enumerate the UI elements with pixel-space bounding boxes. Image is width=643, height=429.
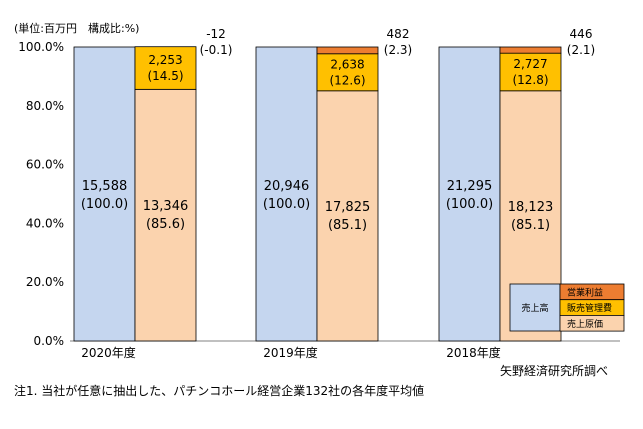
label-cogs-share: (85.6) — [146, 217, 185, 232]
bar-operating-profit — [499, 46, 562, 54]
label-operating-profit-share: (-0.1) — [200, 43, 233, 57]
label-revenue-share: (100.0) — [446, 197, 493, 212]
x-tick-label: 2018年度 — [446, 345, 501, 360]
data-labels: 15,588 (100.0) 13,346 (85.6) 2,253 (14.5) -12 (… — [81, 27, 595, 233]
label-sga-value: 2,727 — [513, 57, 547, 71]
label-cogs-share: (85.1) — [328, 218, 367, 233]
bar-sga — [134, 46, 197, 90]
legend-cogs-swatch — [559, 314, 625, 332]
legend-cogs-label: 売上原価 — [567, 318, 603, 330]
bar-sga — [316, 53, 379, 92]
label-sga-value: 2,253 — [148, 53, 182, 67]
bar-revenue — [255, 46, 318, 342]
label-operating-profit-value: 446 — [570, 27, 593, 41]
y-tick-label: 100.0% — [18, 40, 64, 54]
legend-operating-profit-label: 営業利益 — [567, 287, 603, 299]
label-sga-share: (12.6) — [329, 73, 365, 87]
label-operating-profit-value: 482 — [387, 27, 410, 41]
label-revenue-share: (100.0) — [263, 197, 310, 212]
label-revenue-value: 21,295 — [447, 179, 493, 194]
bar-sga — [499, 52, 562, 92]
legend-revenue-label: 売上高 — [521, 302, 548, 314]
label-operating-profit-share: (2.1) — [567, 43, 595, 57]
x-tick-label: 2019年度 — [263, 345, 318, 360]
y-tick-label: 60.0% — [26, 158, 64, 172]
source-note: 矢野経済研究所調べ — [500, 363, 608, 378]
y-tick-label: 80.0% — [26, 99, 64, 113]
label-cogs-value: 17,825 — [325, 200, 371, 215]
bars — [73, 46, 562, 342]
bar-cogs — [134, 88, 197, 342]
legend-revenue-swatch — [509, 283, 561, 332]
bar-revenue — [73, 46, 136, 342]
label-cogs-value: 18,123 — [508, 200, 554, 215]
x-axis-labels: 2020年度 2019年度 2018年度 — [81, 345, 501, 360]
label-revenue-share: (100.0) — [81, 197, 128, 212]
y-tick-label: 40.0% — [26, 216, 64, 230]
legend-sga-label: 販売管理費 — [567, 302, 612, 314]
bar-cogs — [316, 90, 379, 342]
label-revenue-value: 20,946 — [264, 179, 310, 194]
label-operating-profit-value: -12 — [206, 27, 226, 41]
footnote: 注1. 当社が任意に抽出した、パチンコホール経営企業132社の各年度平均値 — [14, 383, 424, 398]
y-tick-label: 0.0% — [34, 334, 65, 348]
y-tick-label: 20.0% — [26, 275, 64, 289]
bar-operating-profit — [316, 46, 379, 55]
x-tick-label: 2020年度 — [81, 345, 136, 360]
bar-revenue — [438, 46, 501, 342]
label-sga-share: (12.8) — [512, 73, 548, 87]
label-operating-profit-share: (2.3) — [384, 43, 412, 57]
unit-note: (単位:百万円 構成比:%) — [14, 21, 139, 35]
label-cogs-share: (85.1) — [511, 218, 550, 233]
y-axis: 0.0% 20.0% 40.0% 60.0% 80.0% 100.0% — [18, 40, 64, 348]
label-revenue-value: 15,588 — [82, 179, 128, 194]
label-sga-share: (14.5) — [147, 69, 183, 83]
label-sga-value: 2,638 — [330, 57, 364, 71]
label-cogs-value: 13,346 — [143, 199, 189, 214]
